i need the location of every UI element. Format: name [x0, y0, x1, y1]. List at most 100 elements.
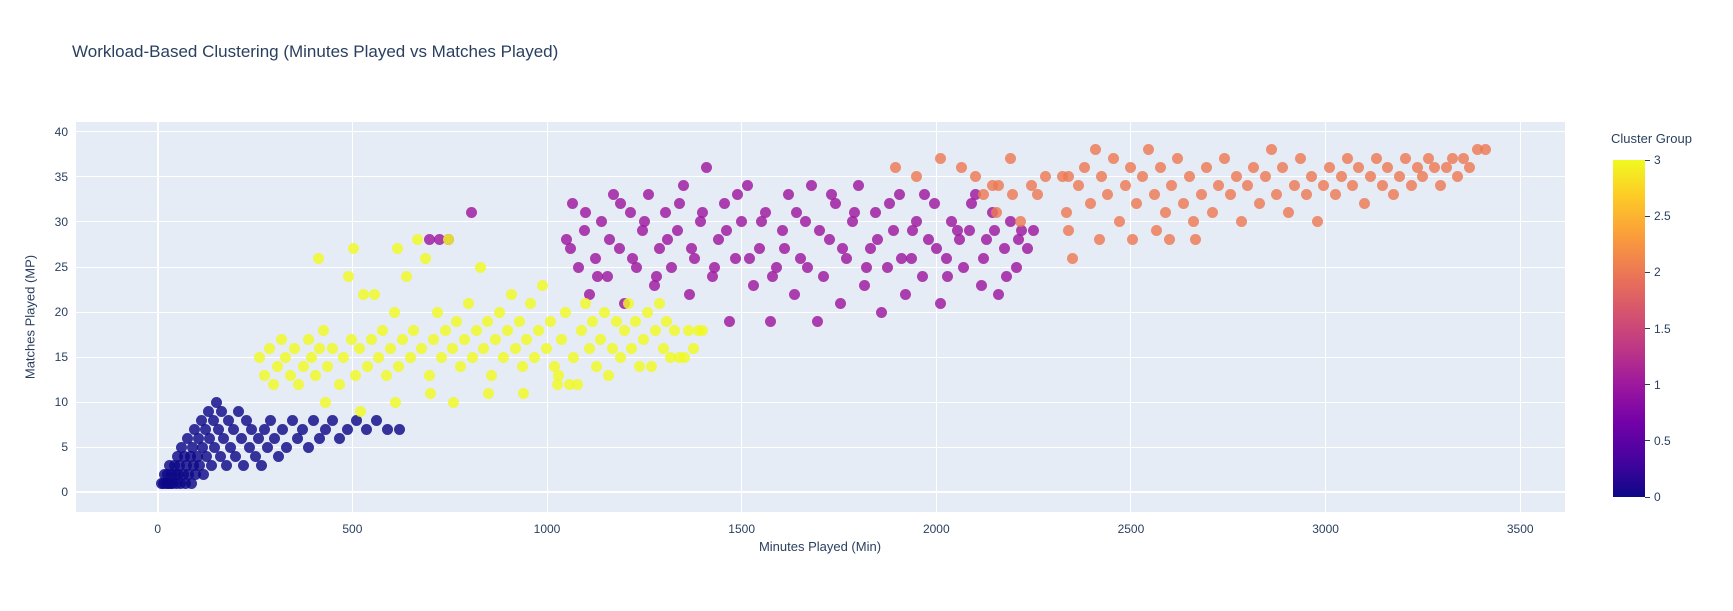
data-point[interactable]	[334, 378, 346, 390]
data-point[interactable]	[1399, 153, 1411, 165]
data-point[interactable]	[177, 468, 189, 480]
data-point[interactable]	[284, 369, 296, 381]
data-point[interactable]	[536, 279, 548, 291]
data-point[interactable]	[1388, 189, 1400, 201]
data-point[interactable]	[243, 441, 255, 453]
data-point[interactable]	[1096, 171, 1108, 183]
data-point[interactable]	[198, 468, 210, 480]
data-point[interactable]	[188, 459, 200, 471]
data-point[interactable]	[622, 297, 634, 309]
data-point[interactable]	[393, 423, 405, 435]
data-point[interactable]	[392, 360, 404, 372]
data-point[interactable]	[200, 450, 212, 462]
data-point[interactable]	[1446, 153, 1458, 165]
data-point[interactable]	[183, 468, 195, 480]
data-point[interactable]	[1063, 171, 1075, 183]
data-point[interactable]	[747, 279, 759, 291]
data-point[interactable]	[255, 459, 267, 471]
data-point[interactable]	[525, 297, 537, 309]
data-point[interactable]	[1429, 162, 1441, 174]
data-point[interactable]	[1329, 189, 1341, 201]
data-point[interactable]	[887, 225, 899, 237]
data-point[interactable]	[1265, 144, 1277, 156]
data-point[interactable]	[849, 207, 861, 219]
data-point[interactable]	[812, 315, 824, 327]
data-point[interactable]	[190, 468, 202, 480]
data-point[interactable]	[677, 180, 689, 192]
data-point[interactable]	[575, 324, 587, 336]
data-point[interactable]	[641, 306, 653, 318]
data-point[interactable]	[638, 216, 650, 228]
data-point[interactable]	[755, 216, 767, 228]
data-point[interactable]	[952, 225, 964, 237]
data-point[interactable]	[759, 207, 771, 219]
data-point[interactable]	[1405, 180, 1417, 192]
data-point[interactable]	[969, 189, 981, 201]
data-point[interactable]	[1061, 207, 1073, 219]
data-point[interactable]	[1458, 153, 1470, 165]
data-point[interactable]	[1218, 153, 1230, 165]
data-point[interactable]	[697, 207, 709, 219]
data-point[interactable]	[171, 450, 183, 462]
data-point[interactable]	[286, 414, 298, 426]
data-point[interactable]	[825, 189, 837, 201]
data-point[interactable]	[852, 180, 864, 192]
data-point[interactable]	[958, 261, 970, 273]
data-point[interactable]	[1471, 144, 1483, 156]
data-point[interactable]	[338, 351, 350, 363]
data-point[interactable]	[872, 234, 884, 246]
data-point[interactable]	[552, 378, 564, 390]
data-point[interactable]	[348, 243, 360, 255]
data-point[interactable]	[1253, 198, 1265, 210]
data-point[interactable]	[1004, 153, 1016, 165]
data-point[interactable]	[1183, 171, 1195, 183]
data-point[interactable]	[685, 243, 697, 255]
data-point[interactable]	[566, 198, 578, 210]
data-point[interactable]	[718, 198, 730, 210]
data-point[interactable]	[1271, 189, 1283, 201]
data-point[interactable]	[634, 360, 646, 372]
data-point[interactable]	[184, 450, 196, 462]
data-point[interactable]	[1078, 162, 1090, 174]
data-point[interactable]	[1142, 144, 1154, 156]
data-point[interactable]	[179, 477, 191, 489]
data-point[interactable]	[223, 414, 235, 426]
data-point[interactable]	[583, 342, 595, 354]
data-point[interactable]	[268, 378, 280, 390]
data-point[interactable]	[1057, 171, 1069, 183]
data-point[interactable]	[893, 189, 905, 201]
data-point[interactable]	[942, 270, 954, 282]
data-point[interactable]	[572, 261, 584, 273]
data-point[interactable]	[548, 360, 560, 372]
data-point[interactable]	[864, 243, 876, 255]
data-point[interactable]	[505, 288, 517, 300]
data-point[interactable]	[486, 369, 498, 381]
data-point[interactable]	[307, 414, 319, 426]
data-point[interactable]	[653, 297, 665, 309]
data-point[interactable]	[560, 306, 572, 318]
data-point[interactable]	[513, 315, 525, 327]
data-point[interactable]	[1014, 216, 1026, 228]
data-point[interactable]	[214, 450, 226, 462]
data-point[interactable]	[212, 423, 224, 435]
data-point[interactable]	[1010, 261, 1022, 273]
data-point[interactable]	[517, 360, 529, 372]
data-point[interactable]	[1294, 153, 1306, 165]
data-point[interactable]	[1213, 180, 1225, 192]
data-point[interactable]	[701, 162, 713, 174]
data-point[interactable]	[911, 171, 923, 183]
data-point[interactable]	[1347, 180, 1359, 192]
data-point[interactable]	[987, 180, 999, 192]
data-point[interactable]	[350, 369, 361, 381]
data-point[interactable]	[1187, 216, 1199, 228]
data-point[interactable]	[895, 252, 907, 264]
data-point[interactable]	[447, 342, 459, 354]
data-point[interactable]	[708, 261, 720, 273]
data-point[interactable]	[443, 234, 455, 246]
data-point[interactable]	[1452, 171, 1464, 183]
data-point[interactable]	[404, 351, 416, 363]
data-point[interactable]	[1376, 180, 1388, 192]
data-point[interactable]	[1434, 180, 1446, 192]
data-point[interactable]	[1236, 216, 1248, 228]
data-point[interactable]	[553, 369, 565, 381]
